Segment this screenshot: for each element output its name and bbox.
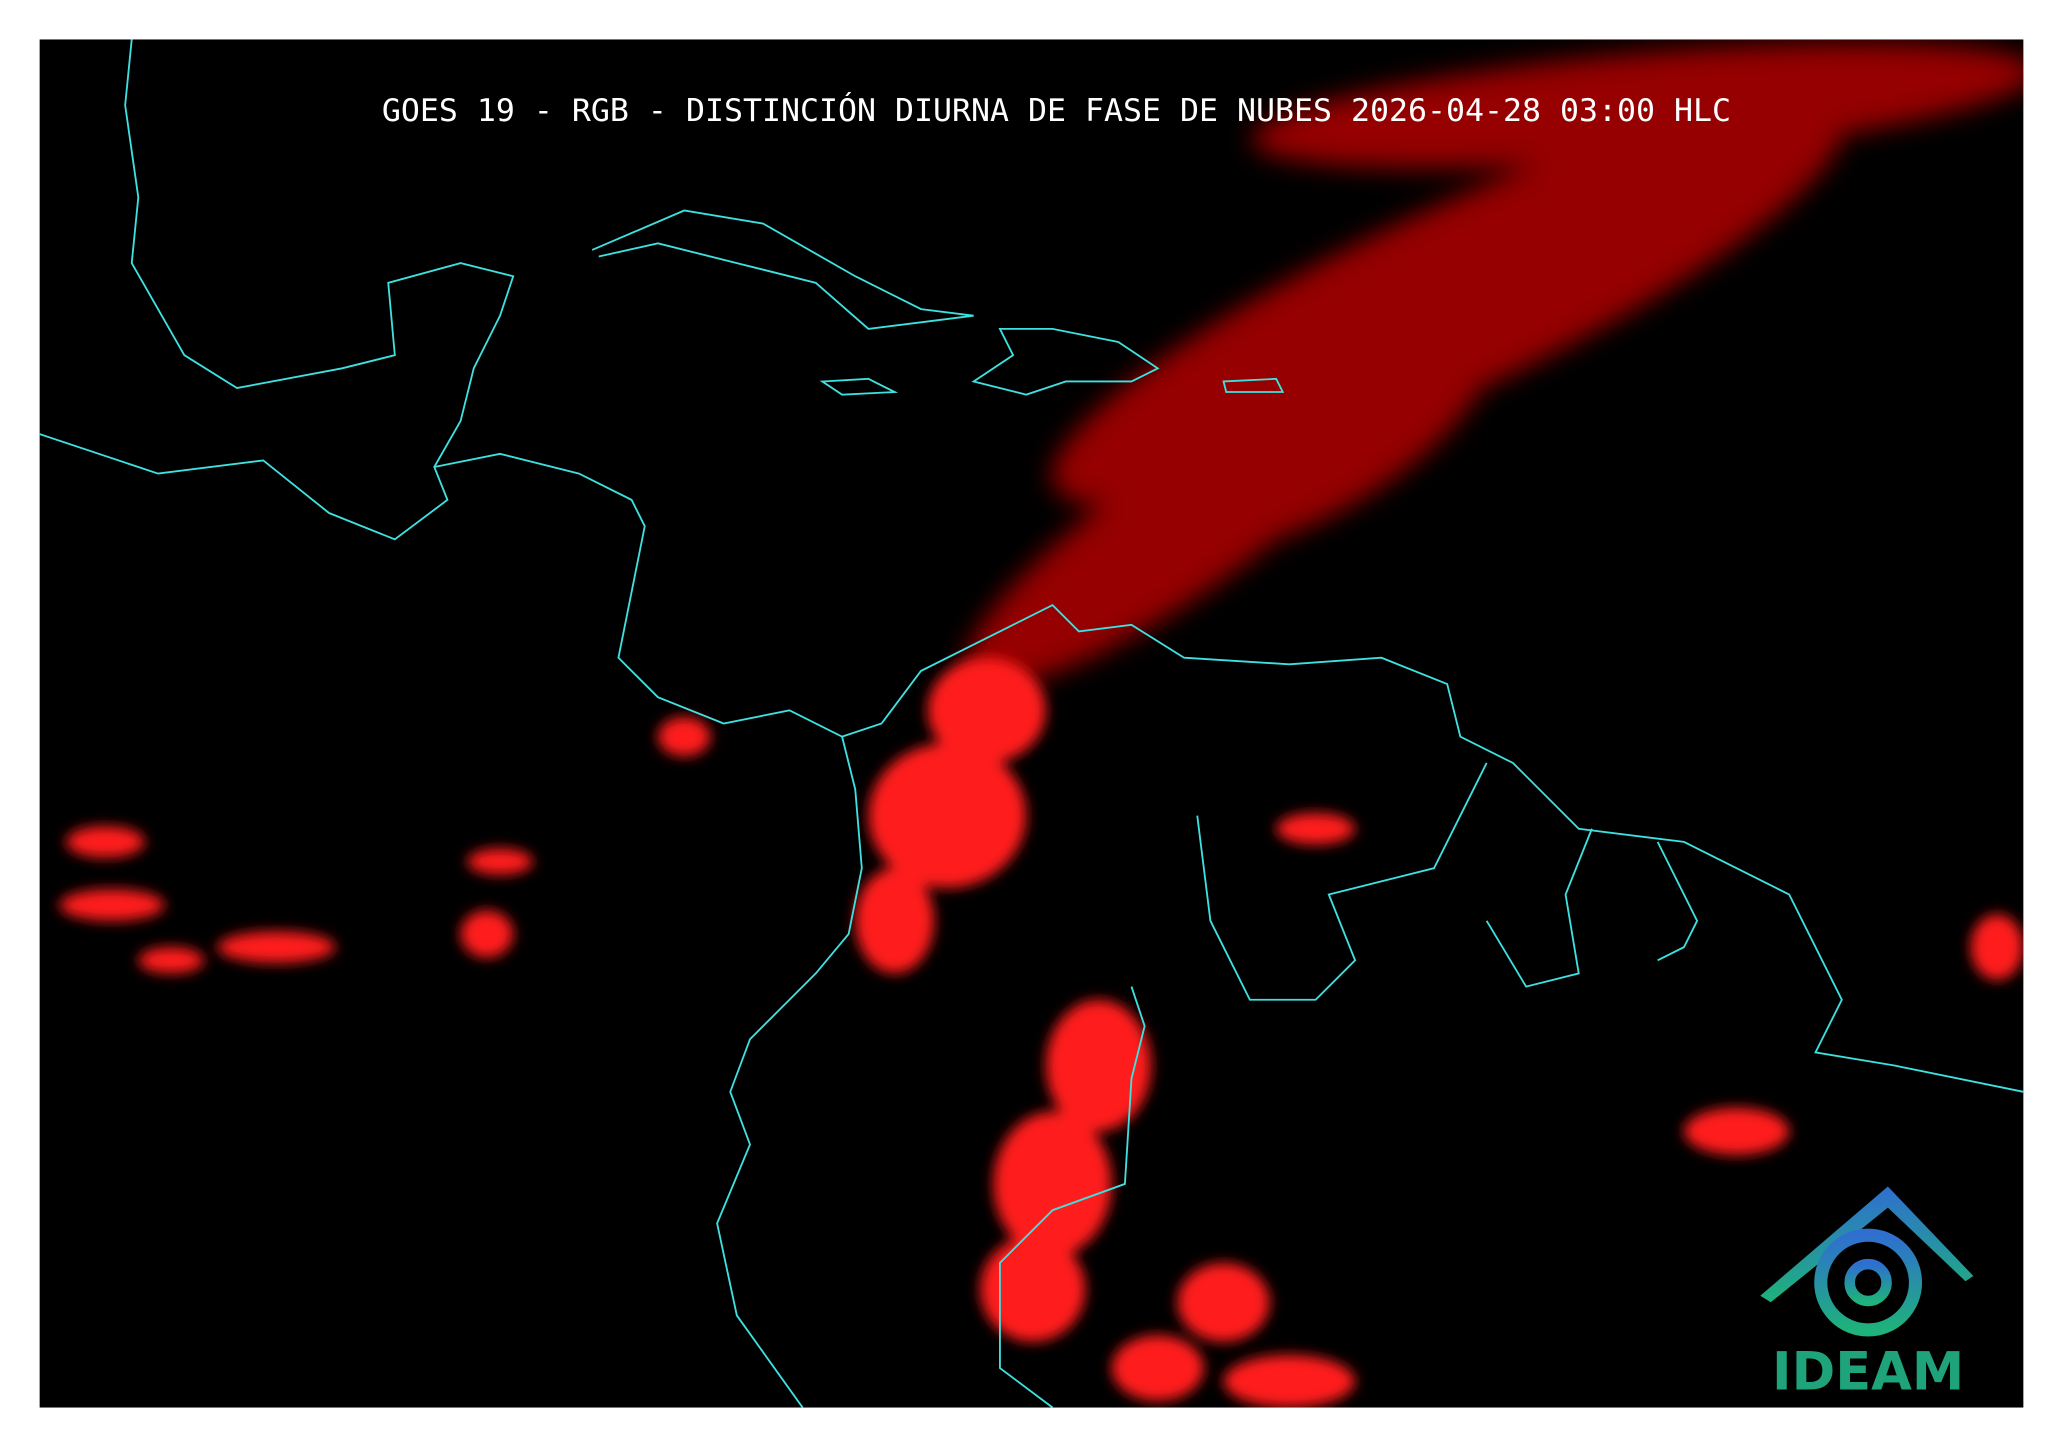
logo-text: IDEAM — [1772, 1341, 1964, 1402]
logo-swirl — [1814, 1228, 1923, 1337]
logo-swirl-core — [1844, 1258, 1892, 1307]
ideam-logo: IDEAM — [1760, 1186, 1974, 1402]
coastlines — [39, 39, 2024, 1408]
cloud-layer — [59, 42, 2024, 1408]
map-title: GOES 19 - RGB - DISTINCIÓN DIURNA DE FAS… — [382, 90, 1731, 129]
logo-roof — [1760, 1186, 1974, 1303]
